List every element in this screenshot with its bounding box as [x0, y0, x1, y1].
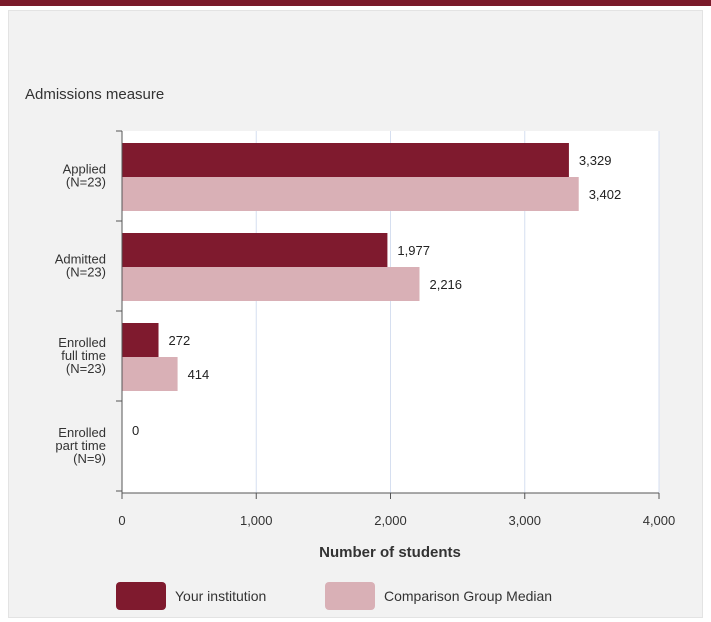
bar — [122, 267, 420, 301]
data-label: 0 — [132, 423, 139, 438]
category-label: Applied — [63, 162, 106, 177]
bar — [122, 357, 178, 391]
category-label: (N=23) — [66, 265, 106, 280]
bar — [122, 177, 579, 211]
data-label: 2,216 — [429, 277, 462, 292]
legend-label: Comparison Group Median — [384, 588, 552, 604]
legend-swatch — [325, 582, 375, 610]
bar — [122, 233, 388, 267]
legend: Your institution Comparison Group Median — [116, 582, 552, 610]
x-tick-label: 4,000 — [643, 513, 676, 528]
category-label: (N=9) — [73, 451, 106, 466]
data-label: 272 — [169, 333, 191, 348]
x-tick-label: 0 — [118, 513, 125, 528]
category-label: part time — [55, 438, 106, 453]
legend-label: Your institution — [175, 588, 266, 604]
bar — [122, 323, 159, 357]
data-labels: 3,329 3,402 1,977 2,216 272 414 0 — [132, 153, 621, 438]
category-labels: Applied(N=23)Admitted(N=23)Enrolledfull … — [55, 162, 106, 467]
legend-swatch — [116, 582, 166, 610]
data-label: 1,977 — [397, 243, 430, 258]
data-label: 414 — [188, 367, 210, 382]
x-tick-label: 2,000 — [374, 513, 407, 528]
axes — [116, 130, 660, 499]
bar — [122, 143, 569, 177]
data-label: 3,329 — [579, 153, 612, 168]
x-tick-labels: 0 1,000 2,000 3,000 4,000 — [118, 513, 675, 528]
bars — [122, 143, 579, 391]
x-tick-label: 1,000 — [240, 513, 273, 528]
x-axis-title: Number of students — [319, 544, 461, 561]
x-tick-label: 3,000 — [508, 513, 541, 528]
category-label: Enrolled — [58, 335, 106, 350]
y-axis-title: Admissions measure — [25, 86, 164, 103]
top-accent-bar — [0, 0, 711, 6]
category-label: (N=23) — [66, 175, 106, 190]
data-label: 3,402 — [589, 187, 622, 202]
category-label: Admitted — [55, 252, 106, 267]
category-label: full time — [61, 348, 106, 363]
category-label: (N=23) — [66, 361, 106, 376]
category-label: Enrolled — [58, 425, 106, 440]
